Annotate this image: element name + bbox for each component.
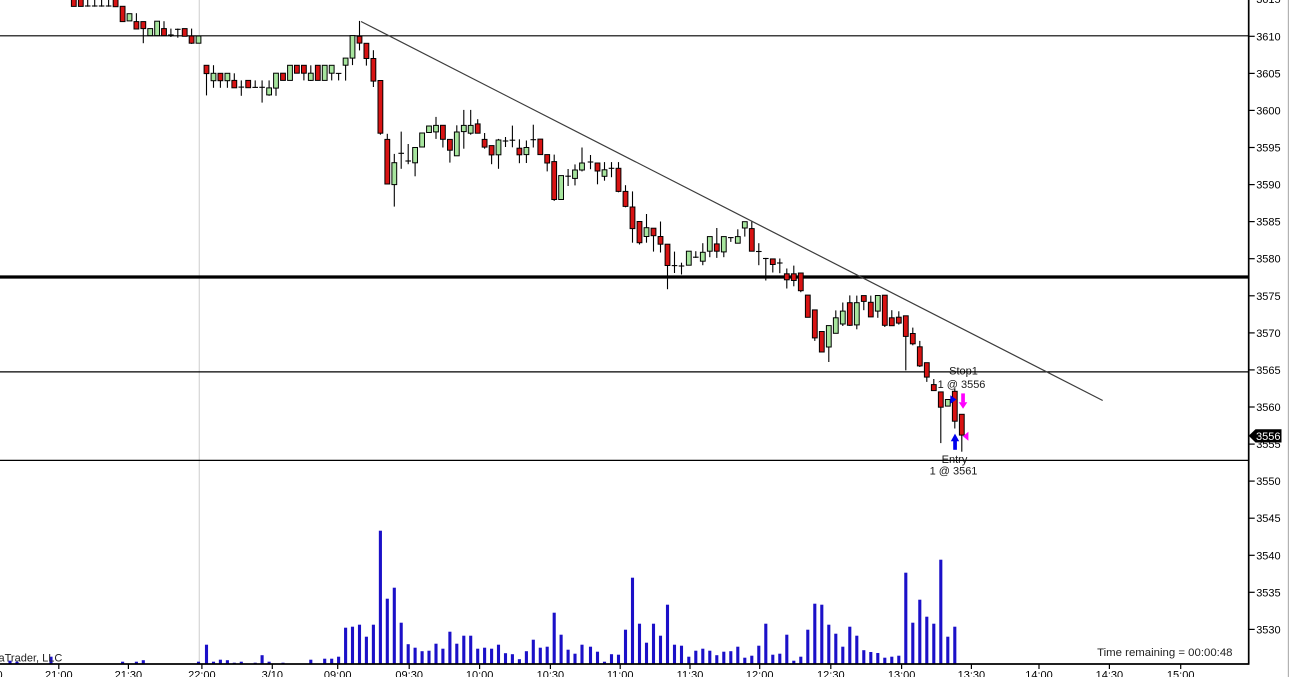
- svg-text:09:30: 09:30: [395, 669, 423, 677]
- svg-text:3590: 3590: [1256, 180, 1280, 192]
- svg-text:3575: 3575: [1256, 291, 1280, 303]
- svg-text:3540: 3540: [1256, 550, 1280, 562]
- svg-text:3535: 3535: [1256, 587, 1280, 599]
- svg-text:3556: 3556: [1256, 431, 1280, 443]
- svg-text:10:30: 10:30: [537, 669, 565, 677]
- svg-text:1 @ 3561: 1 @ 3561: [930, 465, 978, 477]
- svg-text:13:00: 13:00: [888, 669, 916, 677]
- svg-text:12:30: 12:30: [817, 669, 845, 677]
- svg-text:12:00: 12:00: [746, 669, 774, 677]
- svg-text:10:00: 10:00: [466, 669, 494, 677]
- svg-text:3580: 3580: [1256, 254, 1280, 266]
- svg-text:3615: 3615: [1256, 0, 1280, 6]
- svg-text:3605: 3605: [1256, 68, 1280, 80]
- svg-text:3530: 3530: [1256, 624, 1280, 636]
- svg-text:13:30: 13:30: [958, 669, 986, 677]
- svg-text:20:30: 20:30: [0, 669, 3, 677]
- svg-text:aTrader, LLC: aTrader, LLC: [0, 653, 62, 665]
- svg-text:3610: 3610: [1256, 31, 1280, 43]
- svg-text:11:30: 11:30: [677, 669, 704, 677]
- svg-text:3600: 3600: [1256, 105, 1280, 117]
- svg-text:3595: 3595: [1256, 143, 1280, 155]
- svg-text:3560: 3560: [1256, 402, 1280, 414]
- svg-text:3570: 3570: [1256, 328, 1280, 340]
- svg-text:14:30: 14:30: [1096, 669, 1124, 677]
- svg-text:3585: 3585: [1256, 217, 1280, 229]
- svg-text:3565: 3565: [1256, 365, 1280, 377]
- svg-text:11:00: 11:00: [607, 669, 634, 677]
- svg-text:1 @ 3556: 1 @ 3556: [938, 379, 986, 391]
- svg-text:Time remaining = 00:00:48: Time remaining = 00:00:48: [1097, 647, 1232, 659]
- svg-text:14:00: 14:00: [1025, 669, 1053, 677]
- svg-text:3550: 3550: [1256, 476, 1280, 488]
- svg-text:3545: 3545: [1256, 513, 1280, 525]
- svg-text:21:00: 21:00: [45, 669, 73, 677]
- svg-text:22:00: 22:00: [188, 669, 216, 677]
- svg-text:09:00: 09:00: [324, 669, 352, 677]
- svg-text:21:30: 21:30: [115, 669, 143, 677]
- svg-text:3/10: 3/10: [262, 669, 283, 677]
- svg-text:15:00: 15:00: [1167, 669, 1195, 677]
